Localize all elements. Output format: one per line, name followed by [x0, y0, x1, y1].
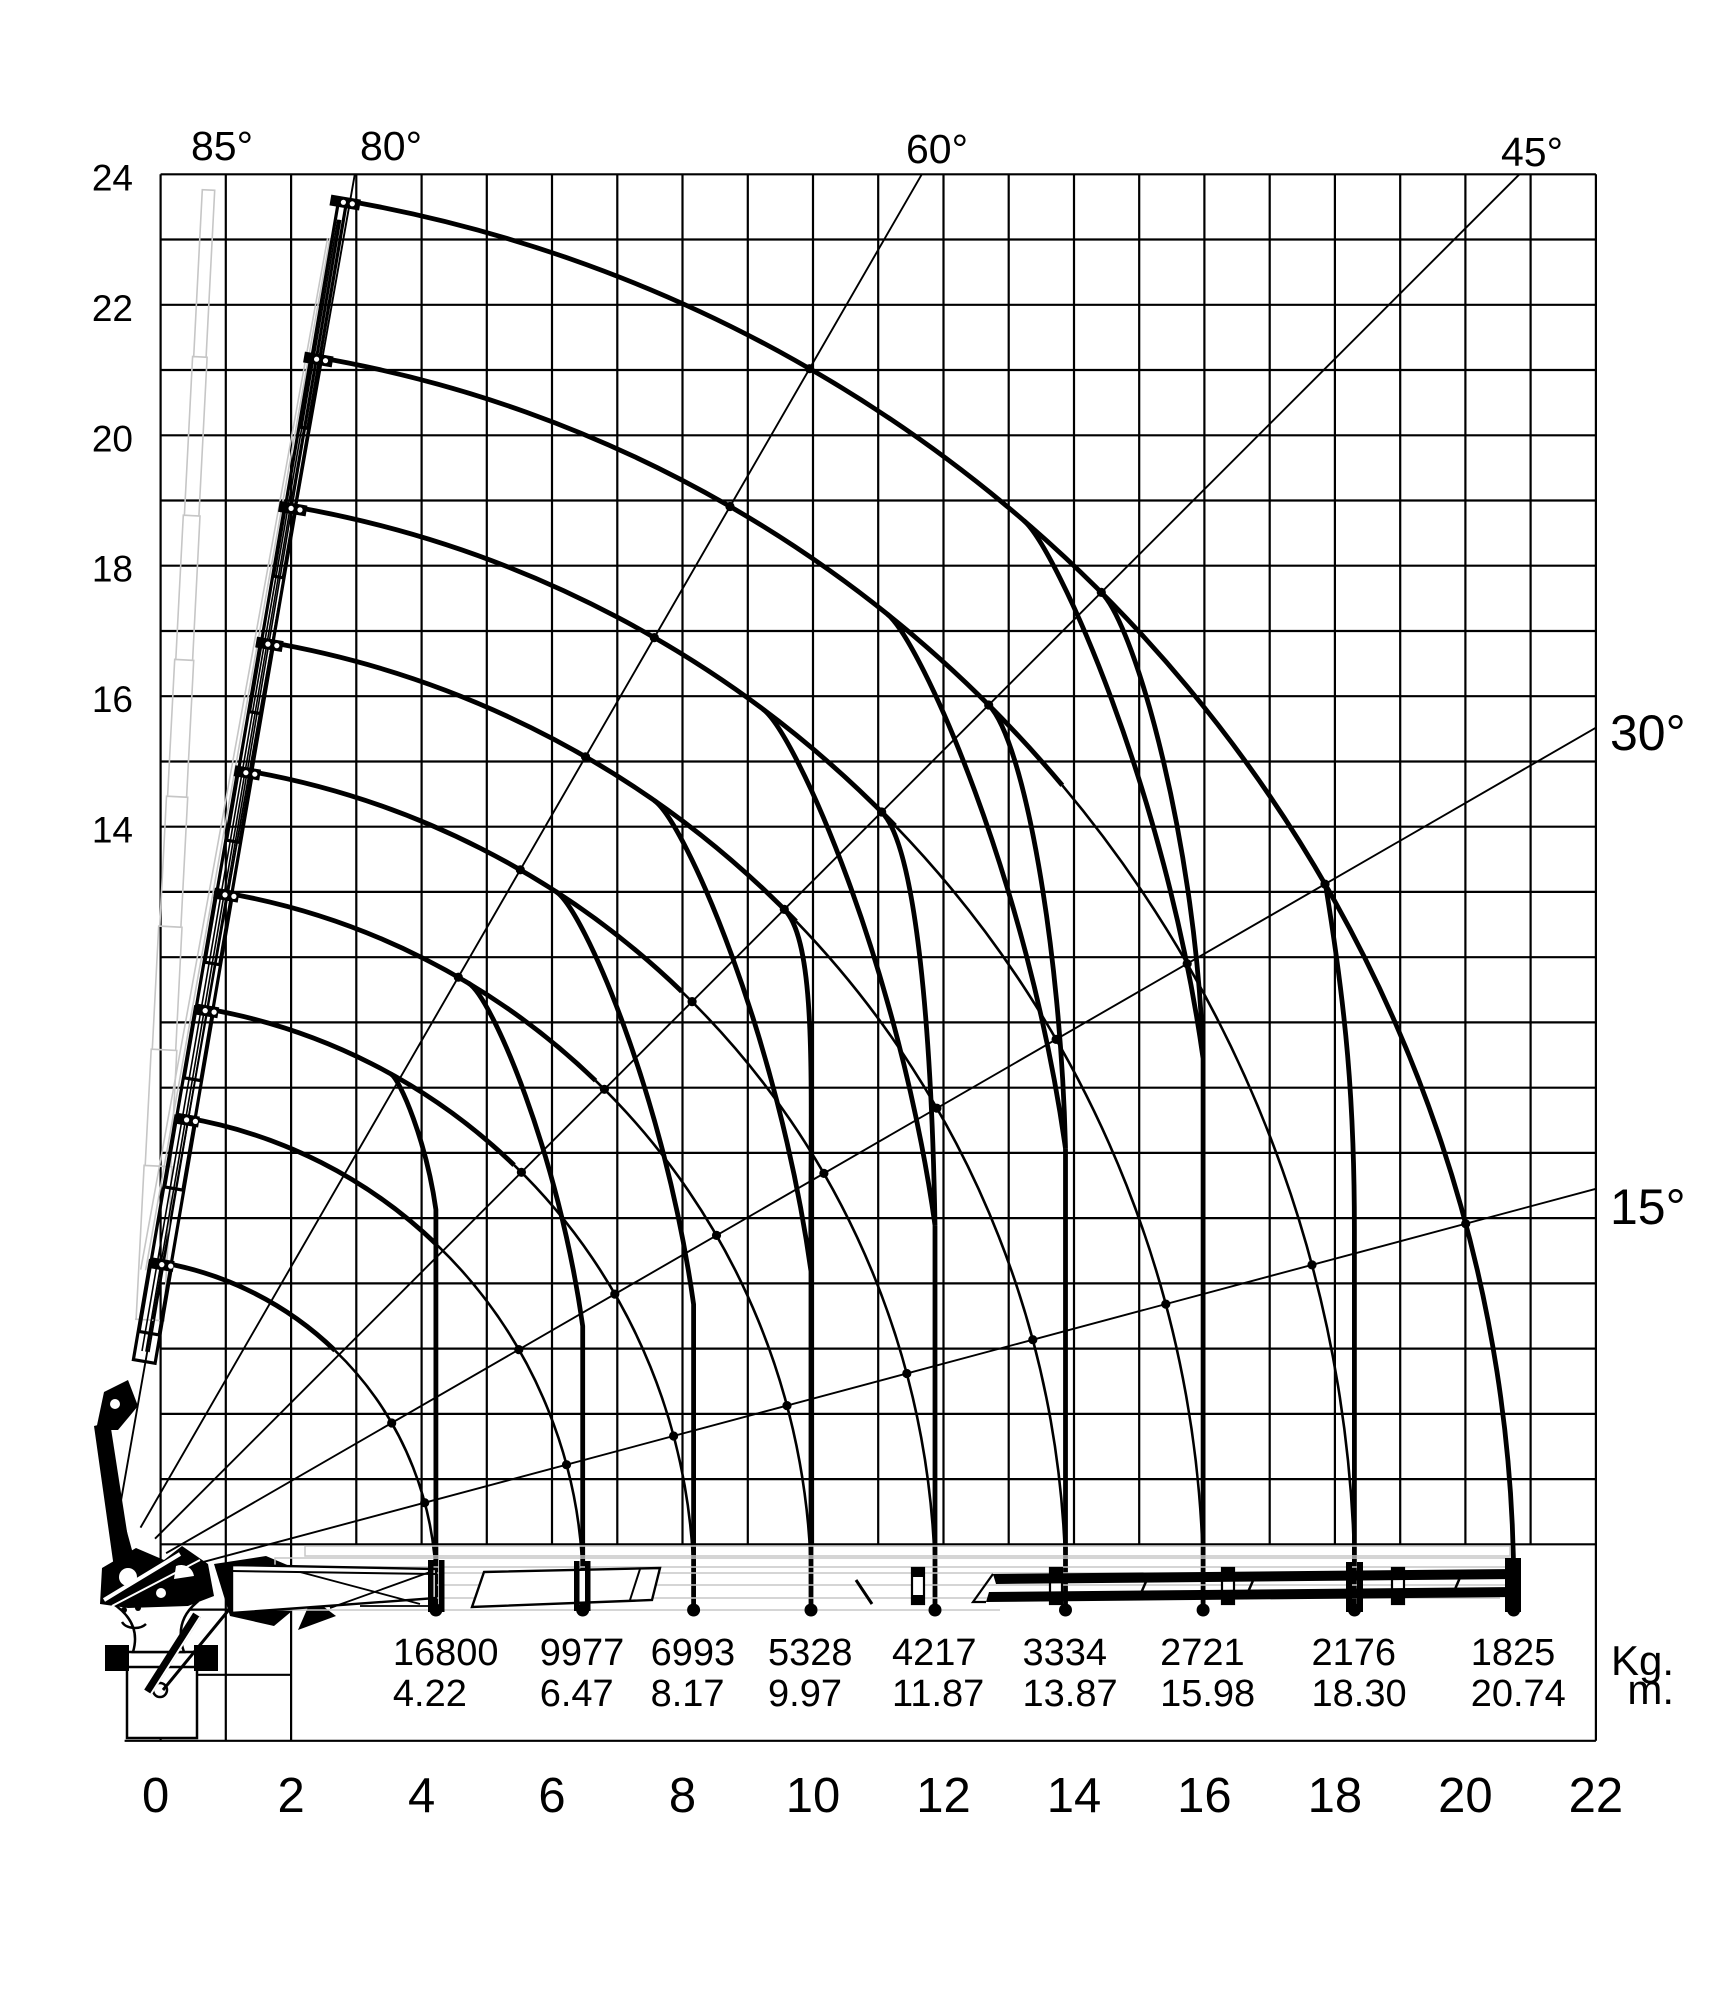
- svg-text:15°: 15°: [1610, 1179, 1686, 1235]
- svg-text:45°: 45°: [1501, 129, 1563, 175]
- svg-text:Kg.: Kg.: [1611, 1637, 1674, 1684]
- svg-text:80°: 80°: [360, 123, 422, 169]
- svg-text:4: 4: [408, 1769, 435, 1823]
- svg-text:14: 14: [1047, 1769, 1102, 1823]
- svg-text:18: 18: [1308, 1769, 1363, 1823]
- svg-text:6993: 6993: [651, 1632, 736, 1674]
- svg-text:8.17: 8.17: [651, 1673, 725, 1715]
- svg-text:15.98: 15.98: [1160, 1673, 1255, 1715]
- svg-text:11.87: 11.87: [892, 1673, 984, 1715]
- svg-text:20: 20: [1438, 1769, 1493, 1823]
- svg-text:6.47: 6.47: [540, 1673, 614, 1715]
- svg-text:4.22: 4.22: [393, 1673, 467, 1715]
- svg-text:4217: 4217: [892, 1632, 977, 1674]
- svg-text:12: 12: [916, 1769, 971, 1823]
- svg-text:24: 24: [92, 157, 133, 198]
- svg-text:20: 20: [92, 418, 133, 459]
- svg-text:20.74: 20.74: [1471, 1673, 1566, 1715]
- svg-text:18.30: 18.30: [1312, 1673, 1407, 1715]
- svg-text:13.87: 13.87: [1023, 1673, 1118, 1715]
- svg-text:3334: 3334: [1023, 1632, 1108, 1674]
- svg-text:85°: 85°: [191, 123, 253, 169]
- svg-text:16: 16: [92, 679, 133, 720]
- svg-text:6: 6: [538, 1769, 565, 1823]
- svg-text:22: 22: [1569, 1769, 1624, 1823]
- svg-text:0: 0: [142, 1769, 169, 1823]
- svg-text:5328: 5328: [768, 1632, 853, 1674]
- svg-text:1825: 1825: [1471, 1632, 1556, 1674]
- svg-text:30°: 30°: [1610, 705, 1686, 761]
- svg-text:22: 22: [92, 288, 133, 329]
- svg-text:9.97: 9.97: [768, 1673, 842, 1715]
- svg-text:60°: 60°: [906, 126, 968, 172]
- svg-text:10: 10: [786, 1769, 841, 1823]
- svg-text:16: 16: [1177, 1769, 1232, 1823]
- svg-text:18: 18: [92, 549, 133, 590]
- svg-text:16800: 16800: [393, 1632, 499, 1674]
- svg-text:14: 14: [92, 810, 133, 851]
- svg-text:2: 2: [277, 1769, 304, 1823]
- svg-text:2721: 2721: [1160, 1632, 1245, 1674]
- svg-text:m.: m.: [1627, 1666, 1674, 1713]
- svg-text:2176: 2176: [1312, 1632, 1397, 1674]
- svg-text:9977: 9977: [540, 1632, 625, 1674]
- svg-text:8: 8: [669, 1769, 696, 1823]
